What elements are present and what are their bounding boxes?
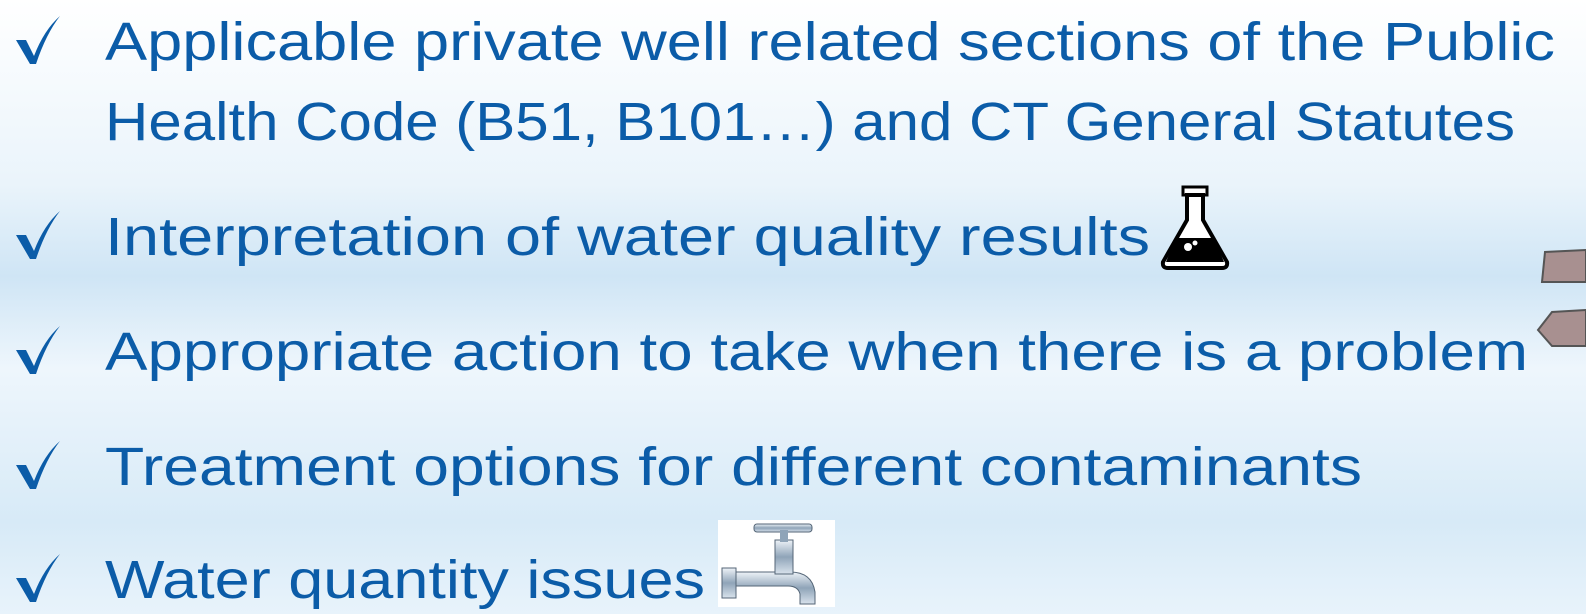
bullet-text: Water quantity issues	[105, 550, 705, 610]
slide: Applicable private well related sections…	[0, 0, 1586, 614]
bullet-text: Treatment options for different contamin…	[105, 437, 1362, 497]
bullet-text: Appropriate action to take when there is…	[105, 322, 1528, 382]
bullet-text: Health Code (B51, B101…) and CT General …	[105, 92, 1515, 152]
decoration	[1542, 250, 1586, 282]
bullet-text: Interpretation of water quality results	[105, 207, 1150, 267]
page: Applicable private well related sections…	[0, 0, 1586, 614]
bullet-text: Applicable private well related sections…	[105, 12, 1555, 72]
faucet-icon	[718, 520, 835, 607]
